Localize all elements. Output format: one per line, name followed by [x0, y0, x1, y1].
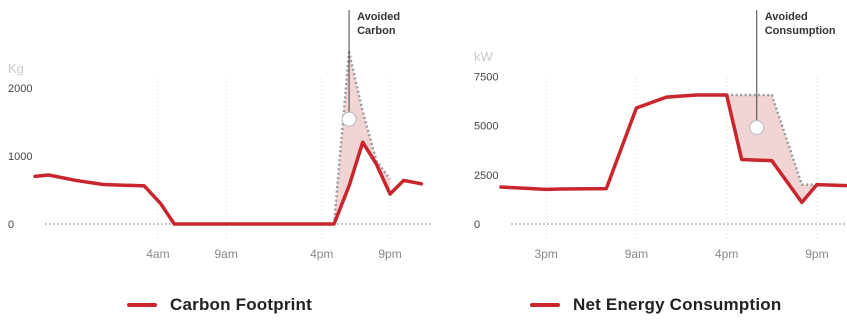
unit-label: Kg	[8, 61, 24, 76]
legend-carbon: Carbon Footprint	[127, 295, 312, 315]
annotation-marker	[341, 111, 357, 127]
x-tick-label: 4am	[146, 247, 169, 261]
x-tick-label: 9pm	[378, 247, 401, 261]
x-tick-label: 9pm	[805, 247, 828, 261]
avoided-area	[334, 52, 391, 225]
y-tick-label: 0	[8, 219, 14, 231]
y-tick-label: 2000	[8, 83, 32, 95]
y-tick-label: 0	[474, 219, 480, 231]
legend-swatch-energy	[530, 303, 560, 307]
y-tick-label: 2500	[474, 170, 498, 182]
series-line-main	[33, 140, 424, 226]
annotation-label: Avoided	[357, 11, 400, 23]
x-tick-label: 9am	[625, 247, 648, 261]
x-tick-label: 3pm	[534, 247, 557, 261]
legend-swatch-carbon	[127, 303, 157, 307]
chart-1: kW 0 2500 5000 7500 3pm 9am 4pm 9pm Avoided Consum…	[474, 10, 847, 261]
series-line-without-intervention	[726, 93, 817, 186]
legend-label-energy: Net Energy Consumption	[573, 295, 782, 314]
legend-energy: Net Energy Consumption	[530, 295, 781, 315]
series-line-main	[499, 93, 847, 205]
x-tick-label: 9am	[215, 247, 238, 261]
annotation-label: Avoided	[765, 11, 808, 23]
y-tick-label: 1000	[8, 151, 32, 163]
y-tick-label: 5000	[474, 121, 498, 133]
y-tick-label: 7500	[474, 72, 498, 84]
annotation-marker	[749, 120, 765, 136]
x-tick-label: 4pm	[715, 247, 738, 261]
annotation-label: Carbon	[357, 25, 396, 37]
chart-0: Kg 0 1000 2000 4am 9am 4pm 9pm Avoided Carbon	[8, 10, 431, 261]
x-tick-label: 4pm	[310, 247, 333, 261]
legend-label-carbon: Carbon Footprint	[170, 295, 313, 314]
annotation-label: Consumption	[765, 25, 836, 37]
avoided-area	[726, 94, 817, 203]
unit-label: kW	[474, 49, 494, 64]
